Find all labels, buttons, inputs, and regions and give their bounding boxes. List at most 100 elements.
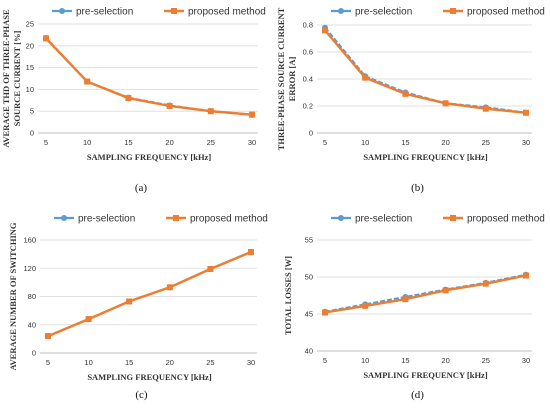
- data-point-proposed-method: [322, 309, 328, 316]
- legend-label-pre-selection: pre-selection: [76, 7, 133, 18]
- data-point-proposed-method: [43, 35, 49, 42]
- y-axis-title: ERROR [A]: [287, 57, 297, 102]
- x-tick-label: 15: [401, 356, 409, 365]
- legend-label-proposed-method: proposed method: [467, 7, 545, 18]
- data-point-proposed-method: [125, 95, 132, 102]
- x-axis-title: SAMPLING FREQUENCY [kHz]: [363, 152, 488, 162]
- y-axis-title: TOTAL LOSSES [W]: [283, 256, 293, 335]
- x-tick-label: 5: [323, 356, 327, 365]
- y-tick-label: 40: [305, 347, 313, 356]
- y-tick-label: 0: [309, 129, 313, 138]
- series-line-proposed-method: [45, 37, 253, 116]
- panel-caption: (b): [411, 182, 424, 194]
- y-tick-label: 0.4: [303, 75, 313, 84]
- y-axis-title: AVERAGE NUMBER OF SWITCHING: [8, 222, 18, 370]
- legend-marker-pre-selection: [61, 215, 67, 221]
- x-tick-label: 20: [165, 138, 173, 147]
- x-tick-label: 25: [206, 358, 214, 367]
- x-tick-label: 15: [124, 138, 132, 147]
- legend-marker-proposed-method: [171, 8, 177, 14]
- x-axis-title: SAMPLING FREQUENCY [kHz]: [87, 372, 212, 382]
- chart-panel-c: 0 40 80 120 160 5 10 15 20 25 30 SAMPLING FREQUENCY…: [0, 207, 275, 414]
- data-point-proposed-method: [402, 90, 409, 97]
- x-tick-label: 5: [323, 138, 327, 147]
- data-point-proposed-method: [166, 102, 173, 109]
- legend-marker-pre-selection: [338, 215, 344, 221]
- x-axis-title: SAMPLING FREQUENCY [kHz]: [363, 370, 488, 380]
- data-point-proposed-method: [248, 249, 254, 256]
- x-tick-label: 10: [361, 138, 369, 147]
- x-tick-label: 10: [83, 138, 91, 147]
- legend-marker-proposed-method: [173, 215, 179, 221]
- legend-marker-proposed-method: [450, 215, 456, 221]
- y-tick-label: 80: [28, 292, 36, 301]
- data-point-proposed-method: [45, 333, 51, 340]
- legend-marker-pre-selection: [59, 8, 65, 14]
- y-tick-label: 5: [30, 107, 34, 116]
- data-point-proposed-method: [249, 111, 255, 118]
- data-point-proposed-method: [442, 287, 449, 294]
- panel-caption: (d): [411, 389, 424, 401]
- legend-label-proposed-method: proposed method: [188, 7, 266, 18]
- y-tick-label: 40: [28, 320, 36, 329]
- data-point-proposed-method: [84, 78, 91, 85]
- x-tick-label: 25: [482, 356, 490, 365]
- data-point-proposed-method: [442, 100, 449, 107]
- data-point-proposed-method: [523, 109, 529, 116]
- legend-label-proposed-method: proposed method: [190, 214, 268, 225]
- y-tick-label: 25: [26, 20, 34, 29]
- y-axis-title: AVERAGE THD OF THREE-PHASE: [1, 9, 11, 148]
- panel-caption: (a): [135, 182, 148, 194]
- x-tick-label: 30: [247, 358, 255, 367]
- data-point-proposed-method: [207, 265, 214, 272]
- x-tick-label: 25: [207, 138, 215, 147]
- x-tick-label: 20: [441, 138, 449, 147]
- series-line-proposed-method: [47, 250, 252, 338]
- data-point-proposed-method: [362, 302, 369, 309]
- legend-marker-pre-selection: [338, 8, 344, 14]
- legend-label-pre-selection: pre-selection: [355, 214, 412, 225]
- data-point-proposed-method: [166, 284, 173, 291]
- series-line-proposed-method: [324, 29, 527, 114]
- y-tick-label: 120: [23, 264, 36, 273]
- chart-svg-c: 0 40 80 120 160 5 10 15 20 25 30 SAMPLING FREQUENCY…: [8, 214, 268, 402]
- x-tick-label: 5: [44, 138, 48, 147]
- x-tick-label: 30: [522, 138, 530, 147]
- y-tick-label: 0: [30, 129, 34, 138]
- data-point-proposed-method: [126, 298, 133, 305]
- x-tick-label: 30: [522, 356, 530, 365]
- x-tick-label: 30: [248, 138, 256, 147]
- chart-panel-b: 0 0.2 0.4 0.6 0.8 5 10 15 20 25 30 SAMPLING FREQUEN…: [275, 0, 550, 207]
- x-tick-label: 25: [482, 138, 490, 147]
- y-tick-label: 0.6: [303, 48, 313, 57]
- y-tick-label: 0.8: [303, 21, 313, 30]
- data-point-proposed-method: [362, 74, 369, 81]
- y-tick-label: 0: [32, 349, 36, 358]
- x-tick-label: 15: [125, 358, 133, 367]
- legend-label-pre-selection: pre-selection: [78, 214, 135, 225]
- legend-label-pre-selection: pre-selection: [355, 7, 412, 18]
- y-axis-title: THREE-PHASE SOURCE CURRENT: [276, 7, 286, 150]
- data-point-proposed-method: [207, 108, 214, 115]
- x-tick-label: 10: [84, 358, 92, 367]
- series-line-pre-selection: [324, 273, 527, 313]
- legend-label-proposed-method: proposed method: [467, 214, 545, 225]
- x-tick-label: 10: [361, 356, 369, 365]
- y-tick-label: 55: [305, 236, 313, 245]
- x-tick-label: 5: [46, 358, 50, 367]
- y-tick-label: 45: [305, 310, 313, 319]
- data-point-proposed-method: [85, 316, 92, 323]
- chart-panel-d: 40 45 50 55 5 10 15 20 25 30 SAMPLING FREQUENCY [k…: [275, 207, 550, 414]
- data-point-proposed-method: [402, 296, 409, 303]
- data-point-proposed-method: [322, 27, 328, 34]
- series-line-proposed-method: [324, 274, 527, 314]
- chart-panel-a: 0 5 10 15 20 25 5 10 15 20 25 30 SAMPLING FREQUENCY …: [0, 0, 275, 207]
- data-point-proposed-method: [482, 105, 489, 112]
- x-axis-title: SAMPLING FREQUENCY [kHz]: [87, 152, 212, 162]
- panel-caption: (c): [135, 389, 148, 401]
- y-tick-label: 0.2: [303, 102, 313, 111]
- y-axis-title: SOURCE CURRENT [%]: [12, 30, 22, 126]
- x-tick-label: 20: [441, 356, 449, 365]
- y-tick-label: 160: [23, 236, 36, 245]
